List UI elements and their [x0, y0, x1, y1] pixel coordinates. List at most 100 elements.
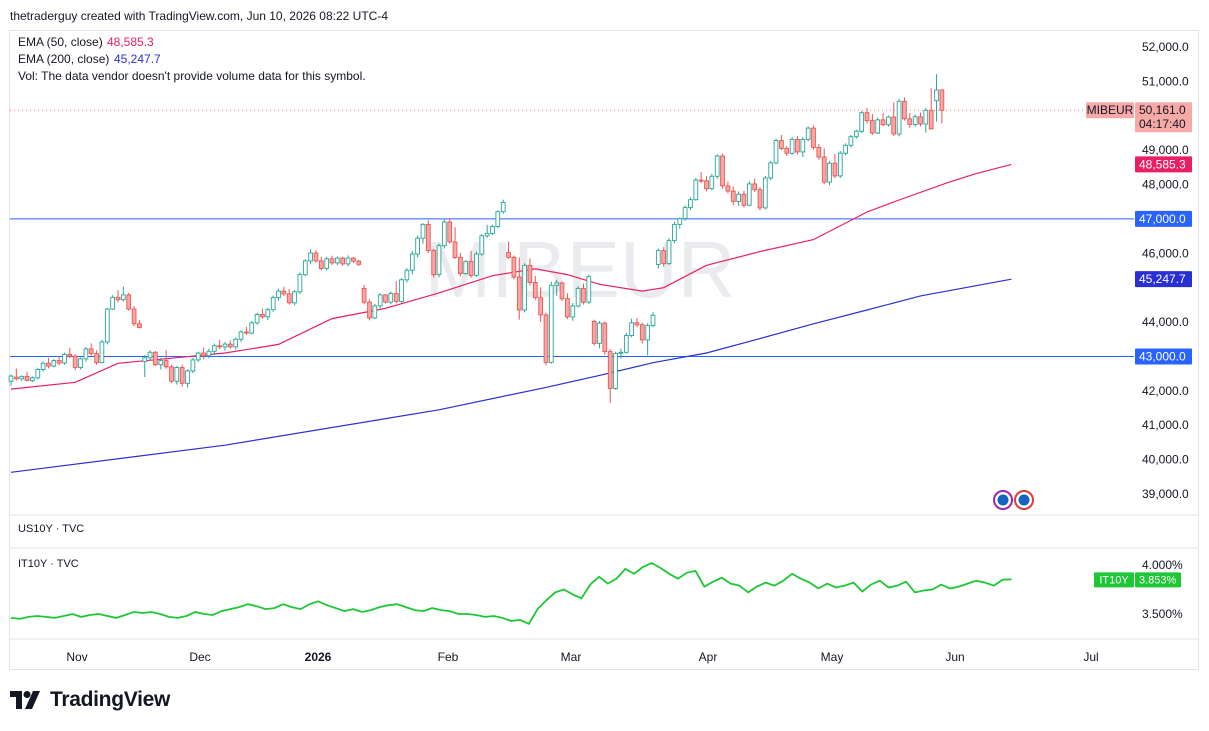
candle[interactable] — [655, 248, 661, 269]
candle[interactable] — [249, 321, 255, 335]
candle[interactable] — [94, 350, 99, 365]
candle[interactable] — [752, 178, 758, 193]
candle[interactable] — [233, 337, 239, 350]
candle[interactable] — [613, 351, 618, 390]
candle[interactable] — [393, 281, 399, 304]
candle[interactable] — [126, 292, 132, 311]
candle[interactable] — [131, 305, 137, 327]
candle[interactable] — [324, 256, 330, 271]
candle[interactable] — [586, 274, 592, 305]
candle[interactable] — [821, 148, 827, 185]
candle[interactable] — [891, 102, 897, 137]
candle[interactable] — [30, 376, 35, 383]
candle[interactable] — [46, 357, 51, 369]
candle[interactable] — [581, 283, 586, 305]
candle[interactable] — [452, 227, 458, 260]
candle[interactable] — [907, 113, 913, 129]
candle[interactable] — [859, 110, 865, 133]
candle[interactable] — [607, 349, 613, 403]
candle[interactable] — [623, 333, 629, 354]
candle[interactable] — [415, 235, 420, 258]
candle[interactable] — [837, 150, 843, 179]
candle[interactable] — [147, 350, 153, 361]
candle[interactable] — [334, 256, 340, 266]
candle[interactable] — [244, 326, 249, 336]
candle[interactable] — [704, 176, 709, 192]
candle[interactable] — [516, 257, 522, 320]
event-flag-icon[interactable] — [1014, 490, 1034, 510]
candle[interactable] — [137, 320, 142, 329]
candle[interactable] — [222, 342, 228, 351]
candle[interactable] — [351, 257, 356, 263]
candle[interactable] — [286, 289, 292, 305]
candle[interactable] — [270, 295, 276, 312]
candle[interactable] — [174, 366, 180, 385]
candle[interactable] — [297, 272, 303, 295]
candle[interactable] — [35, 368, 41, 380]
candle[interactable] — [110, 295, 115, 311]
candle[interactable] — [425, 220, 431, 253]
candle[interactable] — [827, 161, 832, 186]
candle[interactable] — [88, 343, 94, 356]
candle[interactable] — [730, 186, 736, 206]
candle[interactable] — [672, 221, 677, 244]
candle[interactable] — [40, 361, 46, 372]
candle[interactable] — [179, 364, 185, 387]
candle[interactable] — [345, 255, 351, 267]
candle[interactable] — [195, 351, 201, 362]
candle[interactable] — [896, 98, 902, 137]
candle[interactable] — [543, 312, 549, 366]
candle[interactable] — [447, 218, 453, 244]
candle[interactable] — [420, 223, 426, 244]
candle[interactable] — [698, 172, 704, 184]
candle[interactable] — [14, 368, 19, 381]
candle[interactable] — [602, 321, 608, 355]
candle[interactable] — [185, 369, 190, 388]
candle[interactable] — [559, 281, 565, 302]
candle[interactable] — [848, 135, 854, 148]
candle[interactable] — [227, 340, 233, 349]
candle[interactable] — [725, 181, 731, 194]
candle[interactable] — [565, 293, 570, 320]
candle[interactable] — [902, 97, 907, 121]
candle[interactable] — [714, 154, 720, 179]
candle[interactable] — [308, 249, 313, 265]
candle[interactable] — [19, 375, 25, 382]
candle[interactable] — [880, 113, 886, 127]
candle[interactable] — [458, 252, 463, 277]
candle[interactable] — [495, 210, 501, 229]
candle[interactable] — [843, 143, 848, 156]
candle[interactable] — [650, 312, 656, 328]
candle[interactable] — [918, 112, 923, 127]
candle[interactable] — [265, 307, 271, 321]
candle[interactable] — [864, 107, 870, 124]
candle[interactable] — [169, 364, 174, 383]
candle[interactable] — [484, 224, 490, 238]
candle[interactable] — [490, 224, 495, 236]
candle[interactable] — [340, 256, 346, 266]
candle[interactable] — [388, 291, 394, 305]
candle[interactable] — [163, 350, 169, 369]
candle[interactable] — [356, 259, 362, 267]
candle[interactable] — [688, 197, 693, 210]
candle[interactable] — [99, 339, 105, 364]
candle[interactable] — [886, 115, 891, 127]
candle[interactable] — [789, 137, 795, 155]
candle[interactable] — [276, 288, 281, 301]
candle[interactable] — [677, 217, 683, 229]
candle[interactable] — [779, 135, 784, 151]
candle[interactable] — [869, 114, 875, 136]
candle[interactable] — [313, 250, 319, 263]
candle[interactable] — [383, 293, 388, 304]
candle[interactable] — [67, 347, 73, 359]
candle[interactable] — [436, 243, 442, 278]
candle[interactable] — [693, 178, 699, 201]
candle[interactable] — [190, 357, 196, 374]
candle[interactable] — [217, 339, 222, 349]
candle[interactable] — [254, 312, 260, 325]
candle[interactable] — [302, 259, 308, 277]
candle[interactable] — [62, 352, 67, 365]
candle[interactable] — [409, 250, 415, 275]
candle[interactable] — [816, 143, 822, 160]
candle[interactable] — [666, 238, 672, 265]
